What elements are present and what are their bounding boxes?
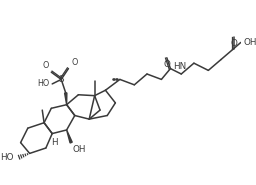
Text: HO: HO [37,79,49,88]
Text: S: S [58,75,64,84]
Text: H: H [51,138,57,147]
Text: HN: HN [173,62,186,71]
Text: HO: HO [0,153,13,162]
Polygon shape [67,130,72,143]
Text: OH: OH [243,38,256,47]
Text: O: O [230,39,237,48]
Polygon shape [65,93,67,105]
Text: OH: OH [73,145,87,154]
Text: O: O [163,60,170,69]
Text: O: O [42,61,49,70]
Text: O: O [71,58,78,67]
